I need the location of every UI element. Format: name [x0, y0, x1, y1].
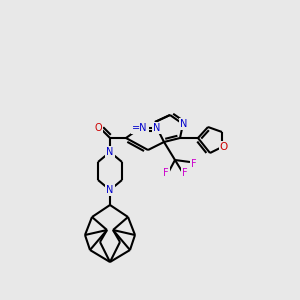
Text: F: F	[191, 159, 197, 169]
Text: N: N	[180, 119, 188, 129]
Text: F: F	[182, 168, 188, 178]
Text: F: F	[163, 168, 169, 178]
Text: O: O	[220, 142, 228, 152]
Text: =N: =N	[132, 123, 148, 133]
Text: O: O	[94, 123, 102, 133]
Text: N: N	[106, 185, 114, 195]
Text: N: N	[106, 147, 114, 157]
Text: N: N	[153, 123, 161, 133]
